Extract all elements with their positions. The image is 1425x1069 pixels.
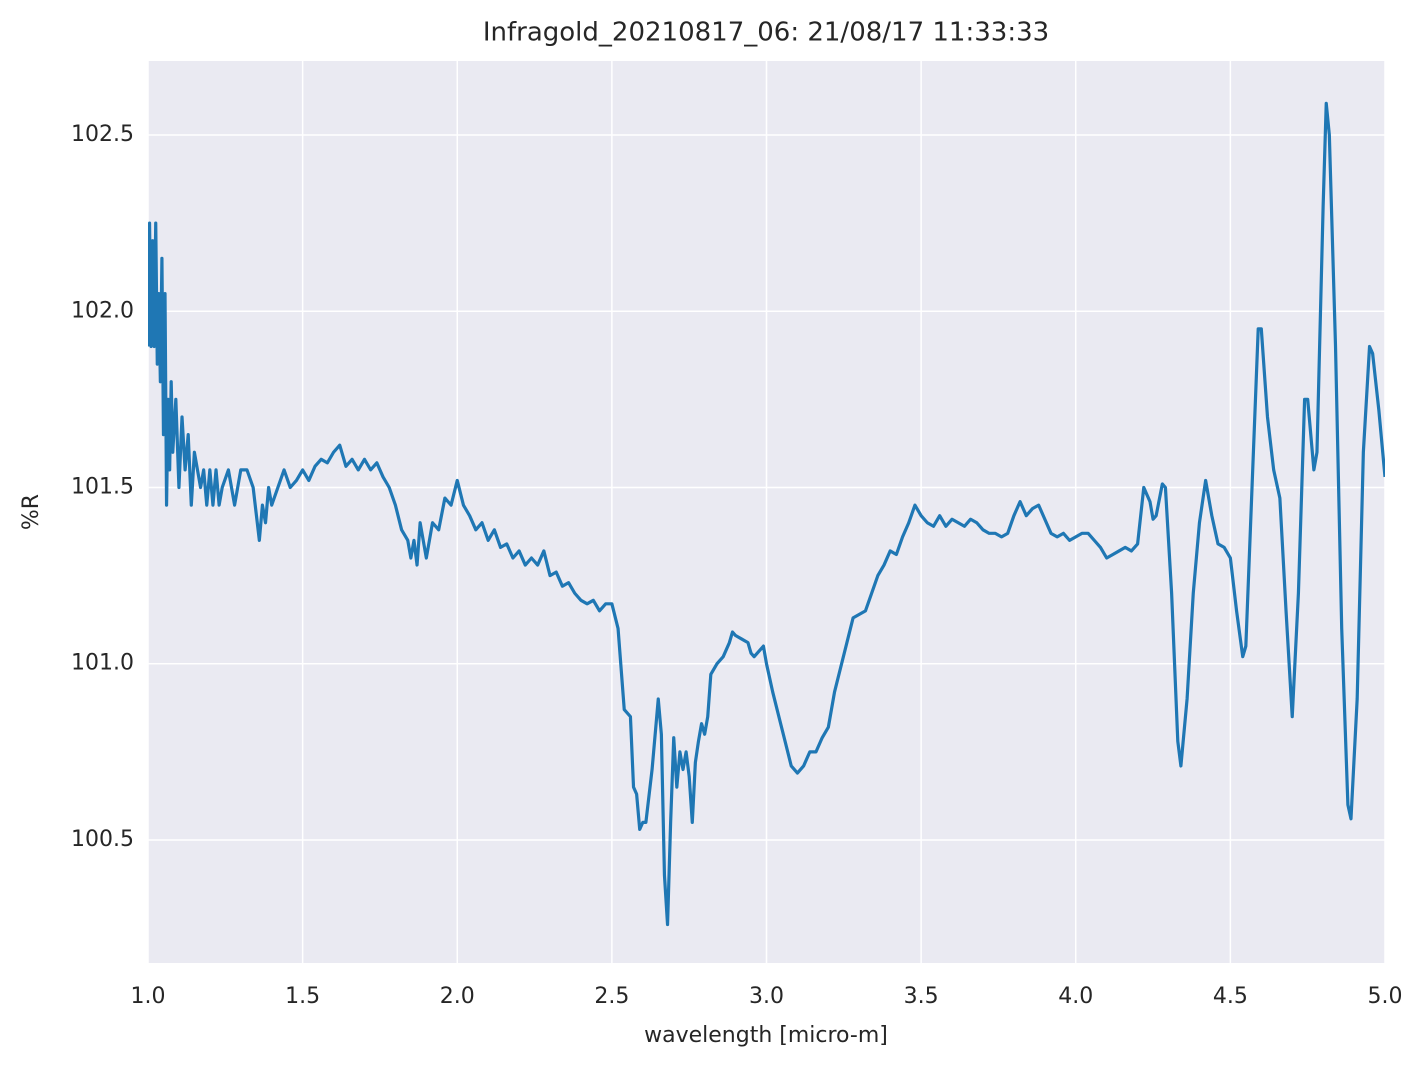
chart-title: Infragold_20210817_06: 21/08/17 11:33:33 [483, 18, 1049, 48]
x-tick-label: 5.0 [1368, 984, 1403, 1009]
x-tick-label: 2.5 [594, 984, 629, 1009]
y-tick-label: 100.5 [71, 827, 134, 852]
y-tick-label: 102.5 [71, 122, 134, 147]
y-tick-label: 101.5 [71, 475, 134, 500]
x-tick-label: 1.5 [285, 984, 320, 1009]
y-axis-label: %R [19, 494, 44, 530]
y-tick-label: 102.0 [71, 298, 134, 323]
x-tick-label: 3.5 [904, 984, 939, 1009]
x-tick-label: 1.0 [131, 984, 166, 1009]
x-tick-label: 3.0 [749, 984, 784, 1009]
x-axis-label: wavelength [micro-m] [644, 1023, 888, 1048]
x-tick-label: 2.0 [440, 984, 475, 1009]
x-tick-label: 4.5 [1213, 984, 1248, 1009]
y-tick-label: 101.0 [71, 651, 134, 676]
x-tick-label: 4.0 [1058, 984, 1093, 1009]
data-line [148, 101, 1385, 927]
